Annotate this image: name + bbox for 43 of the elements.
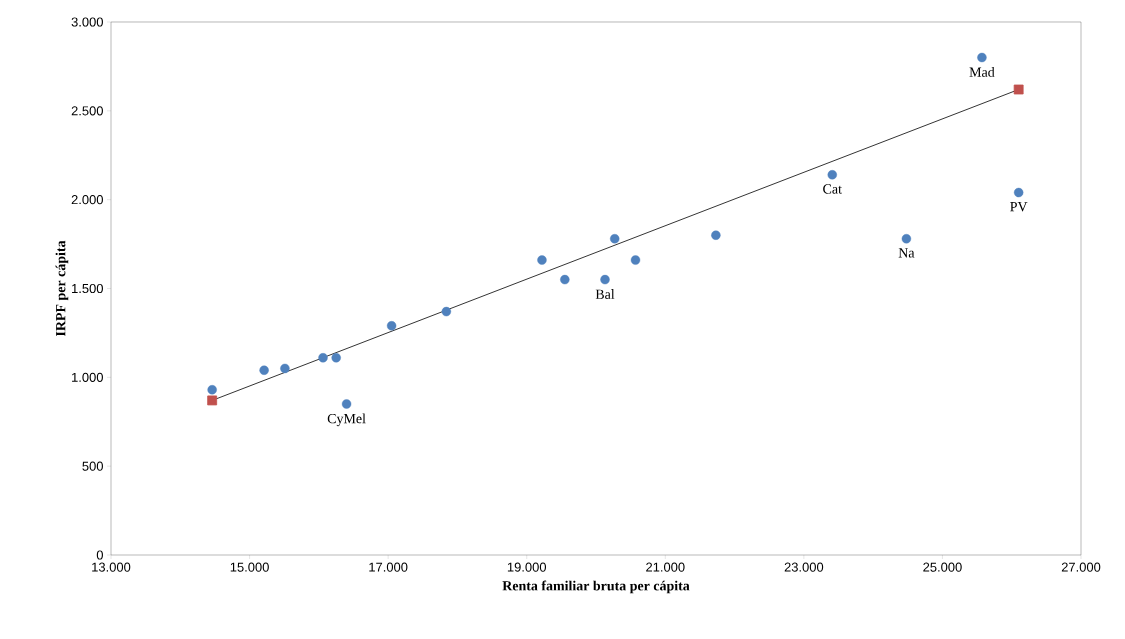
point bbox=[386, 321, 397, 331]
point bbox=[441, 306, 452, 317]
point bbox=[711, 230, 721, 240]
point bbox=[259, 365, 269, 375]
point bbox=[901, 234, 912, 244]
point bbox=[560, 274, 570, 285]
point bbox=[318, 353, 328, 363]
point bbox=[827, 170, 837, 180]
y-tick-label: 0 bbox=[96, 550, 103, 560]
y-tick-label: 500 bbox=[82, 461, 103, 471]
y-tick-label: 1.000 bbox=[72, 372, 103, 382]
point bbox=[610, 234, 620, 244]
x-tick-label: 25.000 bbox=[923, 562, 962, 572]
x-tick-label: 23.000 bbox=[784, 562, 824, 572]
x-tick-label: 17.000 bbox=[369, 562, 408, 572]
point bbox=[977, 52, 987, 63]
point bbox=[341, 399, 352, 409]
y-tick-label: 1.500 bbox=[72, 283, 103, 294]
x-tick-label: 21.000 bbox=[646, 562, 685, 572]
point bbox=[207, 395, 218, 406]
annotation: Bal bbox=[595, 289, 615, 299]
annotation: Mad bbox=[969, 67, 995, 77]
point bbox=[1013, 84, 1024, 95]
point bbox=[600, 274, 610, 285]
y-tick-label: 2.000 bbox=[71, 195, 103, 205]
y-tick-label: 2.500 bbox=[71, 106, 103, 116]
point bbox=[630, 255, 641, 265]
y-tick-label: 3.000 bbox=[71, 17, 103, 27]
annotation: PV bbox=[1010, 202, 1028, 212]
x-axis-title: Renta familiar bruta per cápita bbox=[502, 580, 690, 594]
annotation: Cat bbox=[823, 184, 842, 194]
x-tick-label: 27.000 bbox=[1061, 562, 1101, 572]
annotation: Na bbox=[898, 248, 915, 258]
point bbox=[207, 385, 217, 395]
point bbox=[537, 255, 547, 265]
x-tick-label: 13.000 bbox=[92, 562, 131, 572]
y-axis-title: IRPF per cápita bbox=[55, 240, 69, 337]
x-tick-label: 19.000 bbox=[507, 562, 547, 572]
point bbox=[280, 363, 290, 374]
point bbox=[331, 353, 341, 363]
point bbox=[1013, 187, 1024, 198]
annotation: CyMel bbox=[327, 413, 366, 427]
x-tick-label: 15.000 bbox=[230, 562, 269, 572]
